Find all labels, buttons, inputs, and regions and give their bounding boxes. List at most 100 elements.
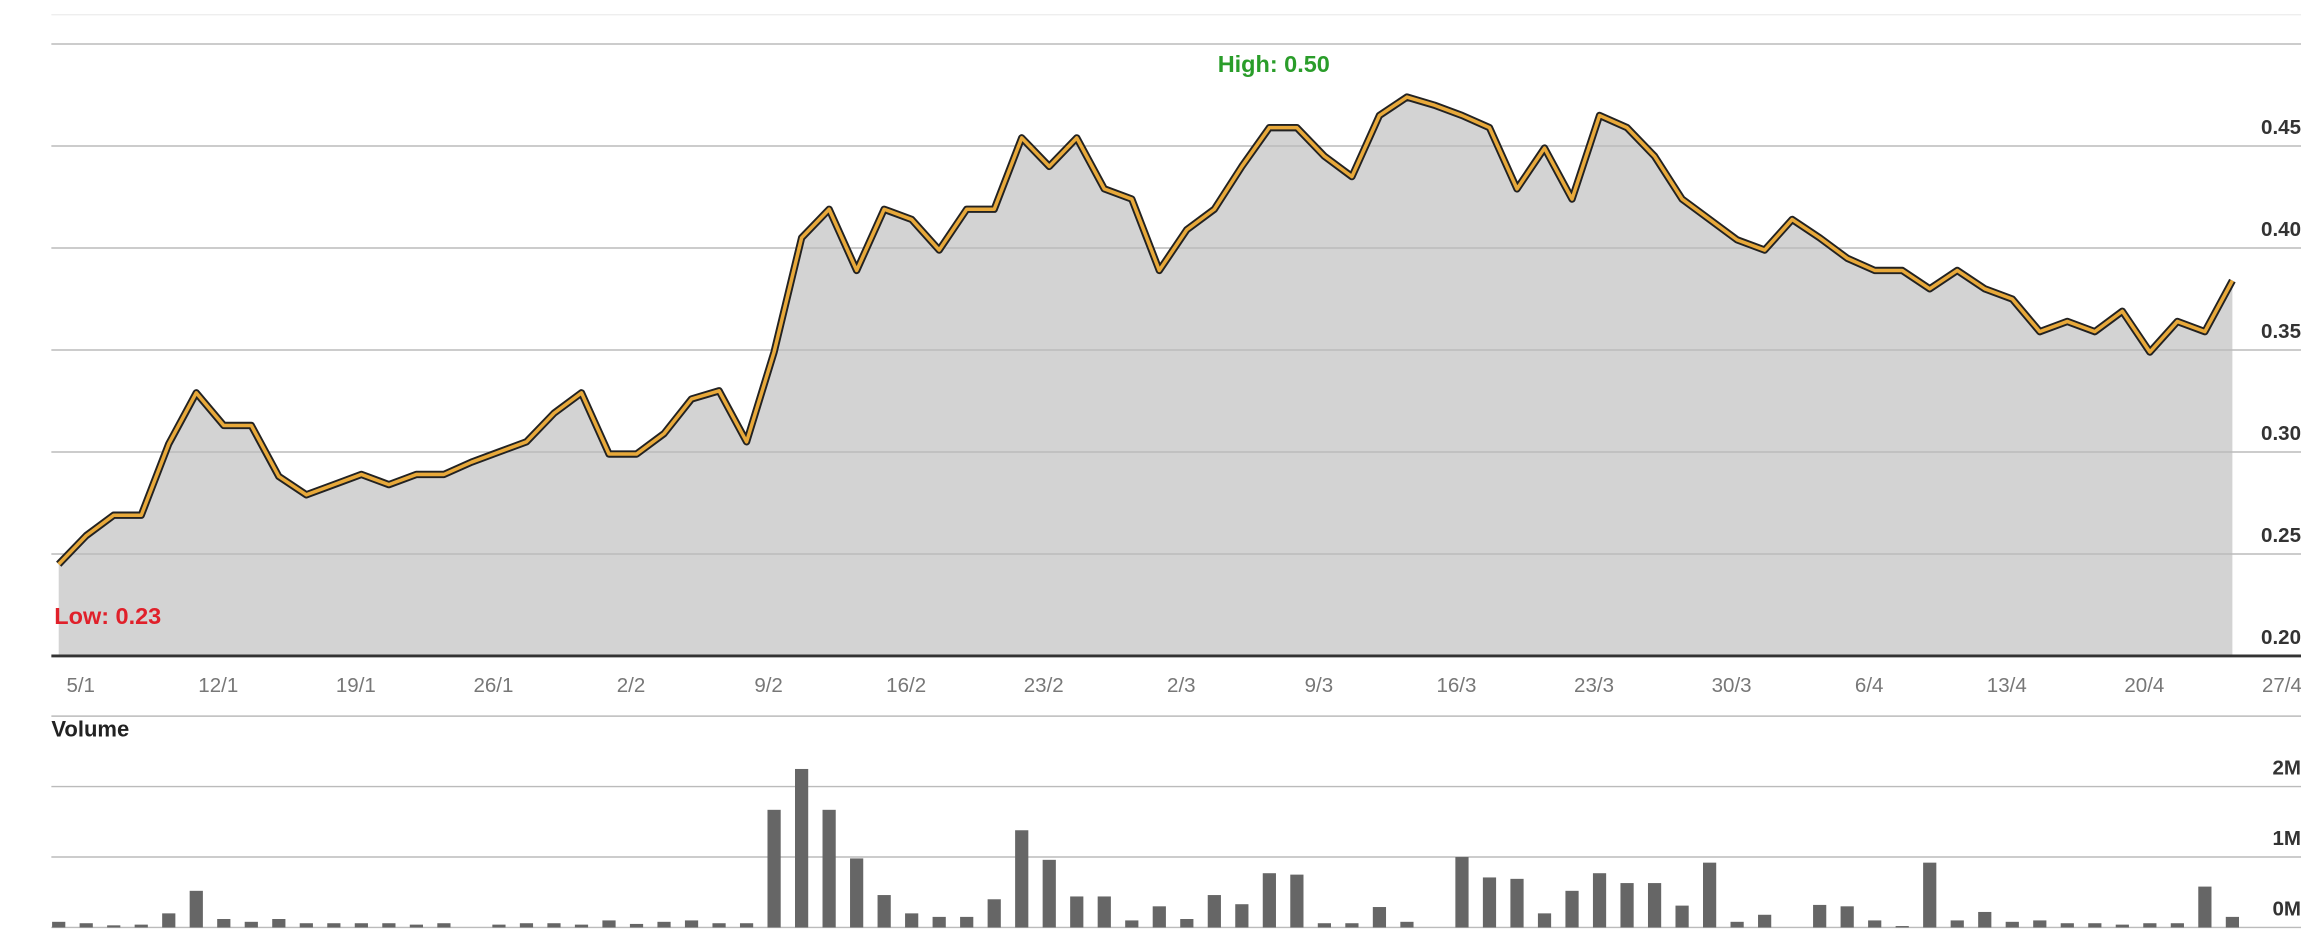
volume-bar [1180, 919, 1194, 928]
x-tick-label: 12/1 [198, 674, 238, 697]
volume-bar [1317, 923, 1331, 928]
volume-bar [1813, 904, 1827, 928]
area [58, 97, 2233, 656]
y-tick-label: 0.25 [2261, 524, 2301, 547]
volume-bar [2143, 923, 2157, 928]
x-tick-label: 9/2 [754, 674, 783, 697]
volume-bar [1290, 874, 1304, 928]
volume-bar [822, 809, 836, 928]
volume-bar [1482, 877, 1497, 928]
x-tick-label: 6/4 [1855, 674, 1884, 697]
volume-bar [409, 924, 423, 928]
volume-bar [932, 916, 946, 928]
volume-bar [1235, 904, 1249, 928]
x-tick-label: 16/3 [1436, 674, 1476, 697]
volume-bar [1097, 896, 1111, 928]
volume-bar [574, 924, 589, 928]
volume-bar [217, 919, 231, 928]
volume-bar [1868, 920, 1882, 928]
volume-bar [602, 920, 616, 928]
y-tick-label: 0.20 [2261, 626, 2301, 649]
volume-bar [437, 923, 451, 928]
volume-bar [1510, 878, 1524, 928]
volume-bar [1372, 907, 1387, 928]
volume-bar [2060, 923, 2074, 928]
volume-bar [1345, 923, 1359, 928]
volume-bar [1262, 873, 1276, 928]
volume-bar [107, 925, 121, 928]
volume-bar [987, 899, 1001, 928]
volume-bar [1620, 883, 1634, 928]
volume-bar [1537, 913, 1552, 928]
volume-bar [1592, 873, 1607, 928]
volume-bar [2198, 886, 2212, 928]
volume-bar [1400, 921, 1414, 928]
volume-bar [905, 913, 919, 928]
volume-bar [547, 923, 561, 928]
y-tick-label: 0.45 [2261, 116, 2301, 139]
volume-bar [244, 921, 258, 928]
volume-bar [1125, 920, 1139, 928]
volume-bar [299, 923, 313, 928]
volume-bar [1152, 906, 1166, 928]
y-tick-label: 0.40 [2261, 218, 2301, 241]
volume-bar [52, 921, 66, 928]
volume-bar [1978, 911, 1992, 928]
low-annotation: Low: 0.23 [54, 603, 161, 629]
volume-bar [657, 921, 671, 928]
y-tick-label: 1M [2272, 827, 2301, 850]
volume-bar [739, 923, 754, 928]
y-tick-label: 2M [2272, 756, 2301, 779]
x-tick-label: 20/4 [2124, 674, 2164, 697]
volume-bar [162, 913, 176, 928]
volume-bar [1758, 914, 1772, 928]
volume-bar [2033, 920, 2047, 928]
high-annotation: High: 0.50 [1218, 51, 1330, 77]
x-tick-label: 2/2 [617, 674, 646, 697]
volume-bar [382, 923, 396, 928]
volume-title: Volume [51, 717, 129, 742]
volume-bar [795, 768, 809, 928]
volume-bar [1840, 906, 1854, 928]
price-line [57, 95, 2234, 566]
volume-bar [134, 924, 148, 928]
x-tick-label: 16/2 [886, 674, 926, 697]
volume-bar [272, 919, 286, 928]
volume-bar [1950, 920, 1964, 928]
volume-bar [492, 924, 506, 928]
volume-bar [684, 920, 699, 928]
x-tick-label: 9/3 [1305, 674, 1334, 697]
x-tick-label: 30/3 [1712, 674, 1752, 697]
volume-bar [189, 890, 203, 928]
y-tick-label: 0M [2272, 897, 2301, 920]
volume-bar [2005, 921, 2019, 928]
volume-bar [1015, 830, 1029, 928]
x-tick-label: 27/4 [2262, 674, 2301, 697]
volume-bar [1207, 895, 1221, 928]
x-tick-label: 23/3 [1574, 674, 1614, 697]
x-tick-label: 23/2 [1024, 674, 1064, 697]
y-tick-label: 0.30 [2261, 422, 2301, 445]
volume-bar [850, 858, 864, 928]
volume-bar [1042, 859, 1056, 928]
volume-bar [1647, 883, 1662, 928]
x-tick-label: 2/3 [1167, 674, 1196, 697]
volume-bar [1703, 862, 1717, 928]
volume-bar [79, 923, 93, 928]
volume-bar [2225, 916, 2239, 928]
volume-bar [2115, 924, 2129, 928]
volume-bar [1070, 896, 1084, 928]
volume-bar [2088, 923, 2102, 928]
x-tick-label: 19/1 [336, 674, 376, 697]
volume-bar [327, 923, 341, 928]
volume-bar [354, 923, 368, 928]
volume-bar [519, 923, 534, 928]
x-tick-label: 26/1 [473, 674, 513, 697]
volume-bar [2170, 923, 2184, 928]
volume-bar [1675, 905, 1689, 928]
volume-bar [960, 916, 974, 928]
volume-bar [629, 923, 644, 928]
x-tick-label: 5/1 [66, 674, 95, 697]
